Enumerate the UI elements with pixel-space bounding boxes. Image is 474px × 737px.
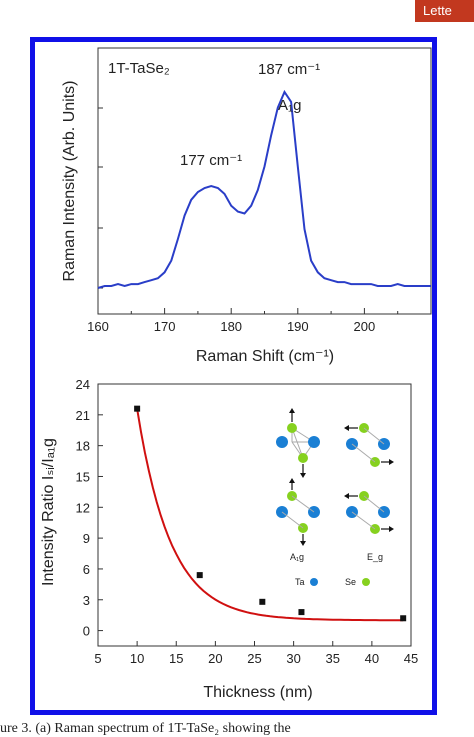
ratio-y-tick-label: 3 [83, 593, 90, 608]
spectrum-x-tick-label: 170 [154, 319, 176, 334]
ratio-y-tick-label: 18 [76, 439, 90, 454]
ratio-y-tick-label: 12 [76, 500, 90, 515]
arrow-right-icon [389, 526, 394, 532]
ta-legend-label: Ta [295, 577, 305, 587]
ratio-data-point [196, 572, 203, 579]
spectrum-plot-area [97, 47, 432, 315]
journal-tag: Lette [415, 0, 474, 22]
eg-mode-diagram-bottom [344, 491, 394, 534]
ratio-y-tick-label: 24 [76, 377, 90, 392]
a1g-mode-diagram-top [276, 408, 320, 478]
intensity-ratio-panel: 5 10 15 20 25 30 35 40 45 0 3 6 9 12 15 18 21 24 Thicknes… [40, 377, 418, 701]
ta-legend-swatch [310, 578, 318, 586]
a1g-mode-diagram-bottom [276, 478, 320, 546]
eg-mode-diagram-top [344, 423, 394, 467]
sample-label: 1T-TaSe₂ [108, 60, 170, 77]
se-legend-label: Se [345, 577, 356, 587]
ratio-x-tick-label: 45 [404, 651, 418, 666]
ta-atom [276, 436, 288, 448]
spectrum-ticks: 160 170 180 190 200 [87, 107, 399, 334]
spectrum-x-tick-label: 200 [354, 319, 376, 334]
ratio-y-tick-label: 6 [83, 562, 90, 577]
ratio-x-tick-label: 15 [169, 651, 183, 666]
ratio-y-tick-label: 15 [76, 469, 90, 484]
arrow-up-icon [289, 408, 295, 413]
ratio-data-points [134, 405, 407, 622]
se-atom [287, 423, 297, 433]
peak-label-177: 177 cm⁻¹ [180, 152, 242, 169]
spectrum-x-axis-title: Raman Shift (cm⁻¹) [196, 348, 334, 365]
ratio-y-axis-title: Intensity Ratio Iₛᵢ/Iₐ₁g [40, 438, 57, 586]
arrow-left-icon [344, 493, 349, 499]
arrow-up-icon [289, 478, 295, 483]
arrow-down-icon [300, 473, 306, 478]
spectrum-x-tick-label: 190 [287, 319, 309, 334]
ratio-data-point [134, 405, 141, 412]
spectrum-x-tick-label: 180 [220, 319, 242, 334]
arrow-down-icon [300, 541, 306, 546]
arrow-right-icon [389, 459, 394, 465]
ratio-data-point [298, 609, 305, 616]
ratio-x-tick-label: 20 [208, 651, 222, 666]
ta-atom [308, 436, 320, 448]
se-legend-swatch [362, 578, 370, 586]
ratio-x-axis-title: Thickness (nm) [203, 684, 312, 701]
raman-spectrum-panel: 160 170 180 190 200 1T-TaSe₂ 177 cm⁻¹ 187 cm… [61, 47, 432, 365]
ratio-ticks: 5 10 15 20 25 30 35 40 45 0 3 6 9 12 15 18 21 24 [76, 377, 419, 666]
a1g-mode-label: A₁g [290, 552, 304, 562]
ratio-y-tick-label: 9 [83, 531, 90, 546]
ratio-y-tick-label: 21 [76, 408, 90, 423]
exponential-fit-curve [136, 408, 404, 622]
spectrum-x-tick-label: 160 [87, 319, 109, 334]
spectrum-y-axis-title: Raman Intensity (Arb. Units) [61, 81, 78, 282]
arrow-left-icon [344, 425, 349, 431]
ratio-x-tick-label: 30 [286, 651, 300, 666]
ratio-data-point [400, 615, 407, 622]
figure-caption: ure 3. (a) Raman spectrum of 1T-TaSe₂ sh… [0, 721, 291, 736]
raman-spectrum-line [97, 89, 431, 289]
eg-mode-label: E_g [367, 552, 383, 562]
ratio-x-tick-label: 5 [94, 651, 101, 666]
vibrational-modes-inset: A₁g E_g Ta Se [276, 408, 394, 587]
ratio-x-tick-label: 10 [130, 651, 144, 666]
se-atom [298, 453, 308, 463]
ratio-x-tick-label: 25 [247, 651, 261, 666]
peak-label-a1g: A₁g [278, 97, 301, 114]
ratio-x-tick-label: 40 [365, 651, 379, 666]
peak-label-187: 187 cm⁻¹ [258, 61, 320, 78]
ratio-y-tick-label: 0 [83, 624, 90, 639]
ratio-data-point [259, 598, 266, 605]
ratio-x-tick-label: 35 [326, 651, 340, 666]
